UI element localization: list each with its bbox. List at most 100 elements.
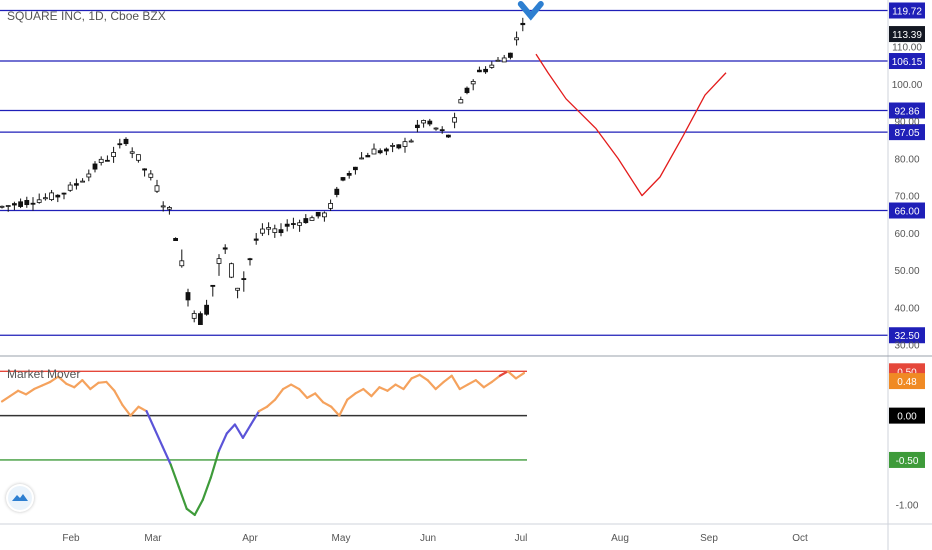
osc-current-label: 0.48 [897, 377, 917, 388]
osc-segment [145, 410, 156, 431]
candle-body [49, 192, 54, 200]
oscillator-panel[interactable]: 0.50 0.00 -0.50 -1.00 0.48 [0, 363, 925, 517]
candle [216, 254, 222, 276]
candle [166, 205, 172, 215]
candle [278, 223, 284, 237]
level-label-bg [889, 202, 925, 219]
candle-body [315, 211, 321, 217]
time-tick: Jun [420, 533, 436, 544]
candle-body [30, 202, 36, 205]
osc-segment [41, 380, 52, 387]
candle-body [216, 258, 222, 264]
osc-segment [426, 379, 437, 391]
candle [111, 146, 116, 163]
time-tick: Mar [144, 533, 162, 544]
candle [191, 310, 197, 323]
osc-segment [153, 427, 164, 448]
candle-body [470, 81, 476, 85]
osc-segment [113, 389, 124, 407]
osc-segment [418, 373, 429, 382]
candle [452, 112, 458, 129]
price-tick: 30.00 [894, 341, 919, 352]
candle [464, 86, 470, 95]
time-axis[interactable]: Feb Mar Apr May Jun Jul Aug Sep Oct [62, 533, 808, 544]
candle-body [253, 238, 259, 241]
osc-segment [362, 387, 373, 398]
candle-body [266, 227, 272, 230]
candle-body [458, 99, 464, 104]
candle-body [204, 304, 210, 315]
candle [197, 311, 203, 325]
candle [427, 118, 433, 127]
candle [284, 219, 290, 232]
osc-segment [225, 423, 236, 435]
osc-segment [306, 392, 317, 399]
candle [315, 211, 321, 219]
candle-body [514, 37, 519, 41]
current-price-bg [889, 26, 925, 43]
osc-segment [177, 485, 188, 510]
candle-body [501, 57, 507, 63]
candle [520, 17, 526, 32]
candle-body [80, 180, 85, 183]
logo-icon[interactable] [6, 484, 34, 512]
candle-body [98, 158, 104, 164]
osc-segment [378, 386, 389, 392]
candle [154, 179, 160, 193]
candle-body [55, 194, 61, 198]
osc-segment [33, 384, 44, 391]
osc-segment [241, 423, 253, 439]
candle-body [452, 117, 458, 123]
osc-level-label: 0.50 [897, 367, 917, 378]
level-label-bg [889, 2, 925, 19]
candle-body [377, 150, 383, 154]
osc-segment [121, 403, 132, 417]
candle [135, 154, 141, 163]
candle-body [111, 152, 116, 157]
candle-body [148, 173, 154, 178]
candle-body [340, 177, 346, 181]
candle-body [272, 228, 278, 233]
candle-body [247, 258, 253, 261]
candle-body [297, 222, 303, 226]
candle [514, 31, 519, 46]
candle [67, 181, 73, 192]
candle [241, 271, 247, 292]
price-tick: 70.00 [894, 192, 919, 203]
osc-segment [201, 476, 212, 501]
osc-segment [434, 380, 445, 391]
osc-segment [89, 381, 100, 391]
candle-body [483, 68, 489, 73]
osc-segment [346, 392, 357, 401]
candle-body [303, 218, 309, 224]
candle-body [123, 138, 129, 145]
candle [334, 186, 340, 198]
osc-segment [410, 373, 421, 380]
candle-body [290, 223, 296, 225]
candle-body [135, 154, 141, 161]
candle-body [0, 205, 5, 208]
candle [253, 233, 259, 245]
candle-body [495, 59, 501, 62]
candle-body [67, 184, 73, 191]
candle [290, 217, 296, 229]
osc-segment [16, 389, 28, 396]
osc-segment [514, 371, 526, 380]
candle-body [154, 185, 160, 192]
osc-segment [65, 382, 76, 389]
osc-segment [322, 401, 333, 408]
candle-body [259, 228, 265, 234]
candle [439, 126, 445, 134]
candle [80, 178, 85, 183]
candle [179, 249, 185, 268]
time-tick: Oct [792, 533, 808, 544]
candle [458, 96, 464, 104]
osc-segment [450, 374, 461, 391]
candle-body [228, 263, 234, 278]
candle-body [489, 64, 495, 68]
candle [228, 262, 234, 279]
osc-segment [290, 383, 301, 391]
price-tick: 60.00 [894, 229, 919, 240]
